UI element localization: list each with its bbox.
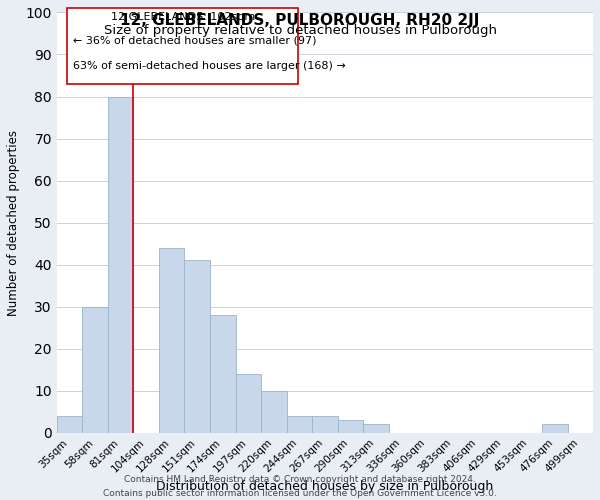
FancyBboxPatch shape [67,8,298,84]
Bar [236,374,261,433]
Y-axis label: Number of detached properties: Number of detached properties [7,130,20,316]
Bar [312,416,338,433]
Bar [159,248,184,433]
Bar [184,260,210,433]
Text: Size of property relative to detached houses in Pulborough: Size of property relative to detached ho… [104,24,497,37]
Bar [261,390,287,433]
Text: 63% of semi-detached houses are larger (168) →: 63% of semi-detached houses are larger (… [73,61,346,71]
Text: Contains HM Land Registry data © Crown copyright and database right 2024.
Contai: Contains HM Land Registry data © Crown c… [103,476,497,498]
Bar [82,306,108,433]
Bar [363,424,389,433]
Bar [338,420,363,433]
Text: 12, GLEBELANDS, PULBOROUGH, RH20 2JJ: 12, GLEBELANDS, PULBOROUGH, RH20 2JJ [121,12,479,28]
Bar [542,424,568,433]
Text: ← 36% of detached houses are smaller (97): ← 36% of detached houses are smaller (97… [73,36,316,46]
Bar [57,416,82,433]
X-axis label: Distribution of detached houses by size in Pulborough: Distribution of detached houses by size … [156,480,494,493]
Bar [210,315,236,433]
Text: 12 GLEBELANDS: 102sqm: 12 GLEBELANDS: 102sqm [110,12,255,22]
Bar [287,416,312,433]
Bar [108,96,133,433]
